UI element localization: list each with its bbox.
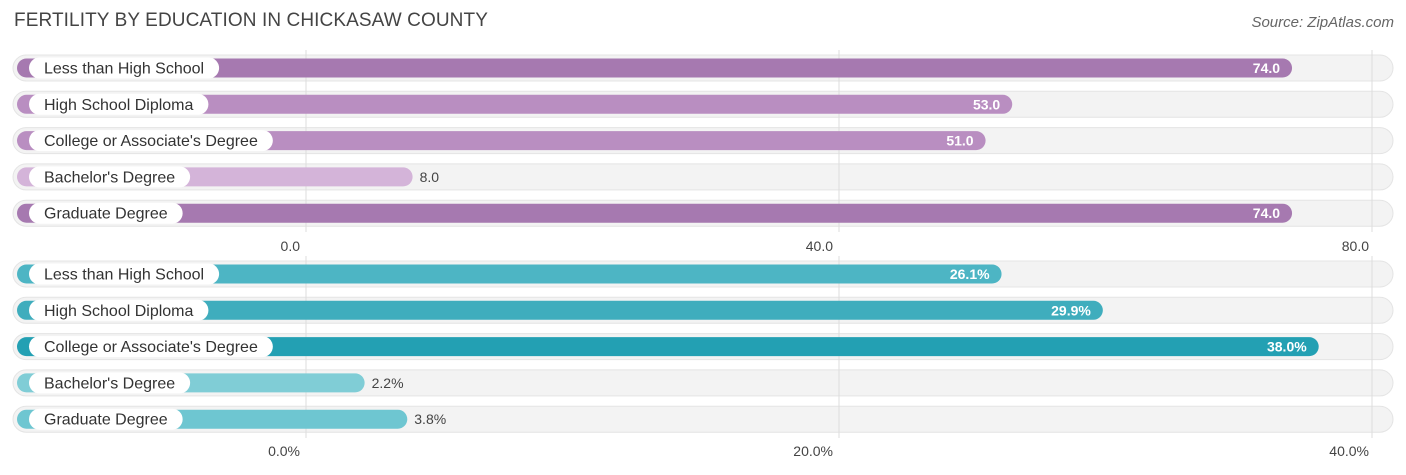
category-label: College or Associate's Degree (44, 339, 258, 356)
source-label: Source: ZipAtlas.com (1251, 14, 1394, 31)
value-label: 38.0% (1267, 339, 1307, 355)
category-label-pill (29, 57, 220, 79)
bar (17, 94, 1013, 114)
tick-label: 0.0 (281, 238, 301, 254)
tick-label: 40.0 (806, 238, 833, 254)
category-label-pill (29, 202, 183, 224)
category-label: Graduate Degree (44, 206, 168, 223)
value-label: 74.0 (1253, 60, 1280, 76)
chart-panel-1: Less than High School 74.0 High School Dip… (12, 50, 1394, 254)
category-label: College or Associate's Degree (44, 133, 258, 150)
category-label-pill (29, 408, 183, 430)
tick-label: 40.0% (1329, 443, 1369, 459)
value-label: 29.9% (1051, 302, 1091, 318)
tick-label: 0.0% (268, 443, 300, 459)
category-label: High School Diploma (44, 303, 194, 320)
bar (17, 300, 1103, 320)
category-label: High School Diploma (44, 97, 194, 114)
tick-label: 80.0 (1342, 238, 1369, 254)
bar (17, 203, 1293, 223)
category-label-pill (29, 130, 273, 152)
value-label: 26.1% (950, 266, 990, 282)
value-label: 53.0 (973, 96, 1000, 112)
category-label: Bachelor's Degree (44, 169, 175, 186)
value-label: 8.0 (420, 169, 440, 185)
category-label-pill (29, 93, 209, 115)
category-label: Graduate Degree (44, 412, 168, 429)
category-label-pill (29, 372, 191, 394)
value-label: 51.0 (946, 133, 973, 149)
value-label: 3.8% (414, 411, 446, 427)
chart-title: FERTILITY BY EDUCATION IN CHICKASAW COUN… (14, 10, 488, 31)
category-label: Less than High School (44, 267, 204, 284)
category-label-pill (29, 299, 209, 321)
value-label: 2.2% (372, 375, 404, 391)
category-label-pill (29, 166, 191, 188)
value-label: 74.0 (1253, 205, 1280, 221)
bar (17, 58, 1293, 78)
category-label: Bachelor's Degree (44, 375, 175, 392)
chart-panel-2: Less than High School 26.1% High School Di… (12, 256, 1394, 459)
category-label-pill (29, 336, 273, 358)
bar (17, 264, 1002, 284)
tick-label: 20.0% (793, 443, 833, 459)
category-label-pill (29, 263, 220, 285)
bar (17, 337, 1319, 357)
category-label: Less than High School (44, 61, 204, 78)
